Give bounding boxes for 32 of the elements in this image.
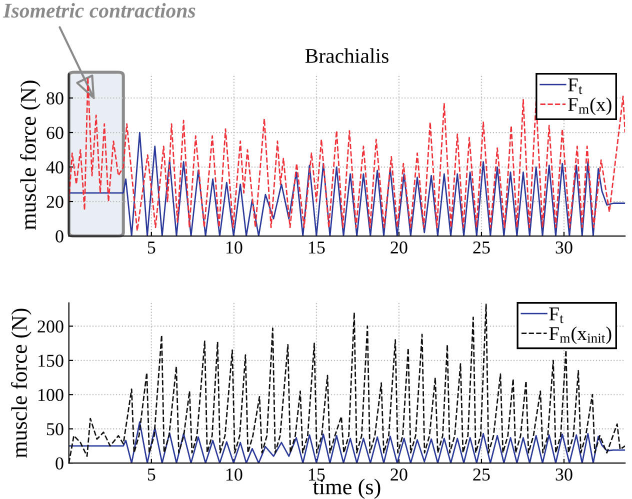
x-tick-label: 20	[390, 241, 408, 254]
legend-label: F$_{t}$	[568, 78, 582, 94]
y-tick-label: 200	[38, 320, 64, 333]
y-tick-label: 20	[46, 196, 64, 208]
line-series	[68, 304, 626, 464]
y-tick-label: 0	[56, 230, 64, 242]
chart-title: Brachialis	[305, 48, 388, 63]
y-axis-title: muscle force (N)	[11, 308, 32, 458]
band-label: Isometric contractions	[2, 3, 196, 18]
y-tick-label: 60	[46, 126, 64, 139]
x-tick-label: 5	[148, 242, 156, 254]
x-tick-label: 30	[556, 241, 572, 254]
x-tick-label: 30	[556, 468, 572, 481]
x-tick-label: 15	[308, 241, 325, 254]
x-tick-label: 15	[308, 468, 325, 481]
y-tick-label: 50	[47, 423, 64, 436]
y-tick-label: 100	[38, 388, 64, 402]
x-tick-label: 20	[390, 468, 408, 481]
y-axis-title: muscle force (N)	[20, 80, 40, 230]
x-tick-label: 5	[148, 468, 156, 481]
legend-label: F$_{m}$(x)	[568, 97, 612, 116]
x-tick-label: 25	[473, 468, 490, 481]
x-tick-label: 10	[226, 241, 242, 254]
line-series	[68, 76, 626, 232]
y-tick-label: 40	[46, 161, 64, 174]
x-tick-label: 25	[473, 241, 490, 254]
x-tick-label: 10	[226, 468, 242, 481]
legend-label: F$_{t}$	[549, 308, 564, 324]
legend-label: F$_{m}$(x$_{init}$)	[549, 326, 612, 344]
y-tick-label: 150	[38, 354, 64, 367]
y-tick-label: 0	[56, 457, 64, 470]
y-tick-label: 80	[46, 92, 64, 104]
